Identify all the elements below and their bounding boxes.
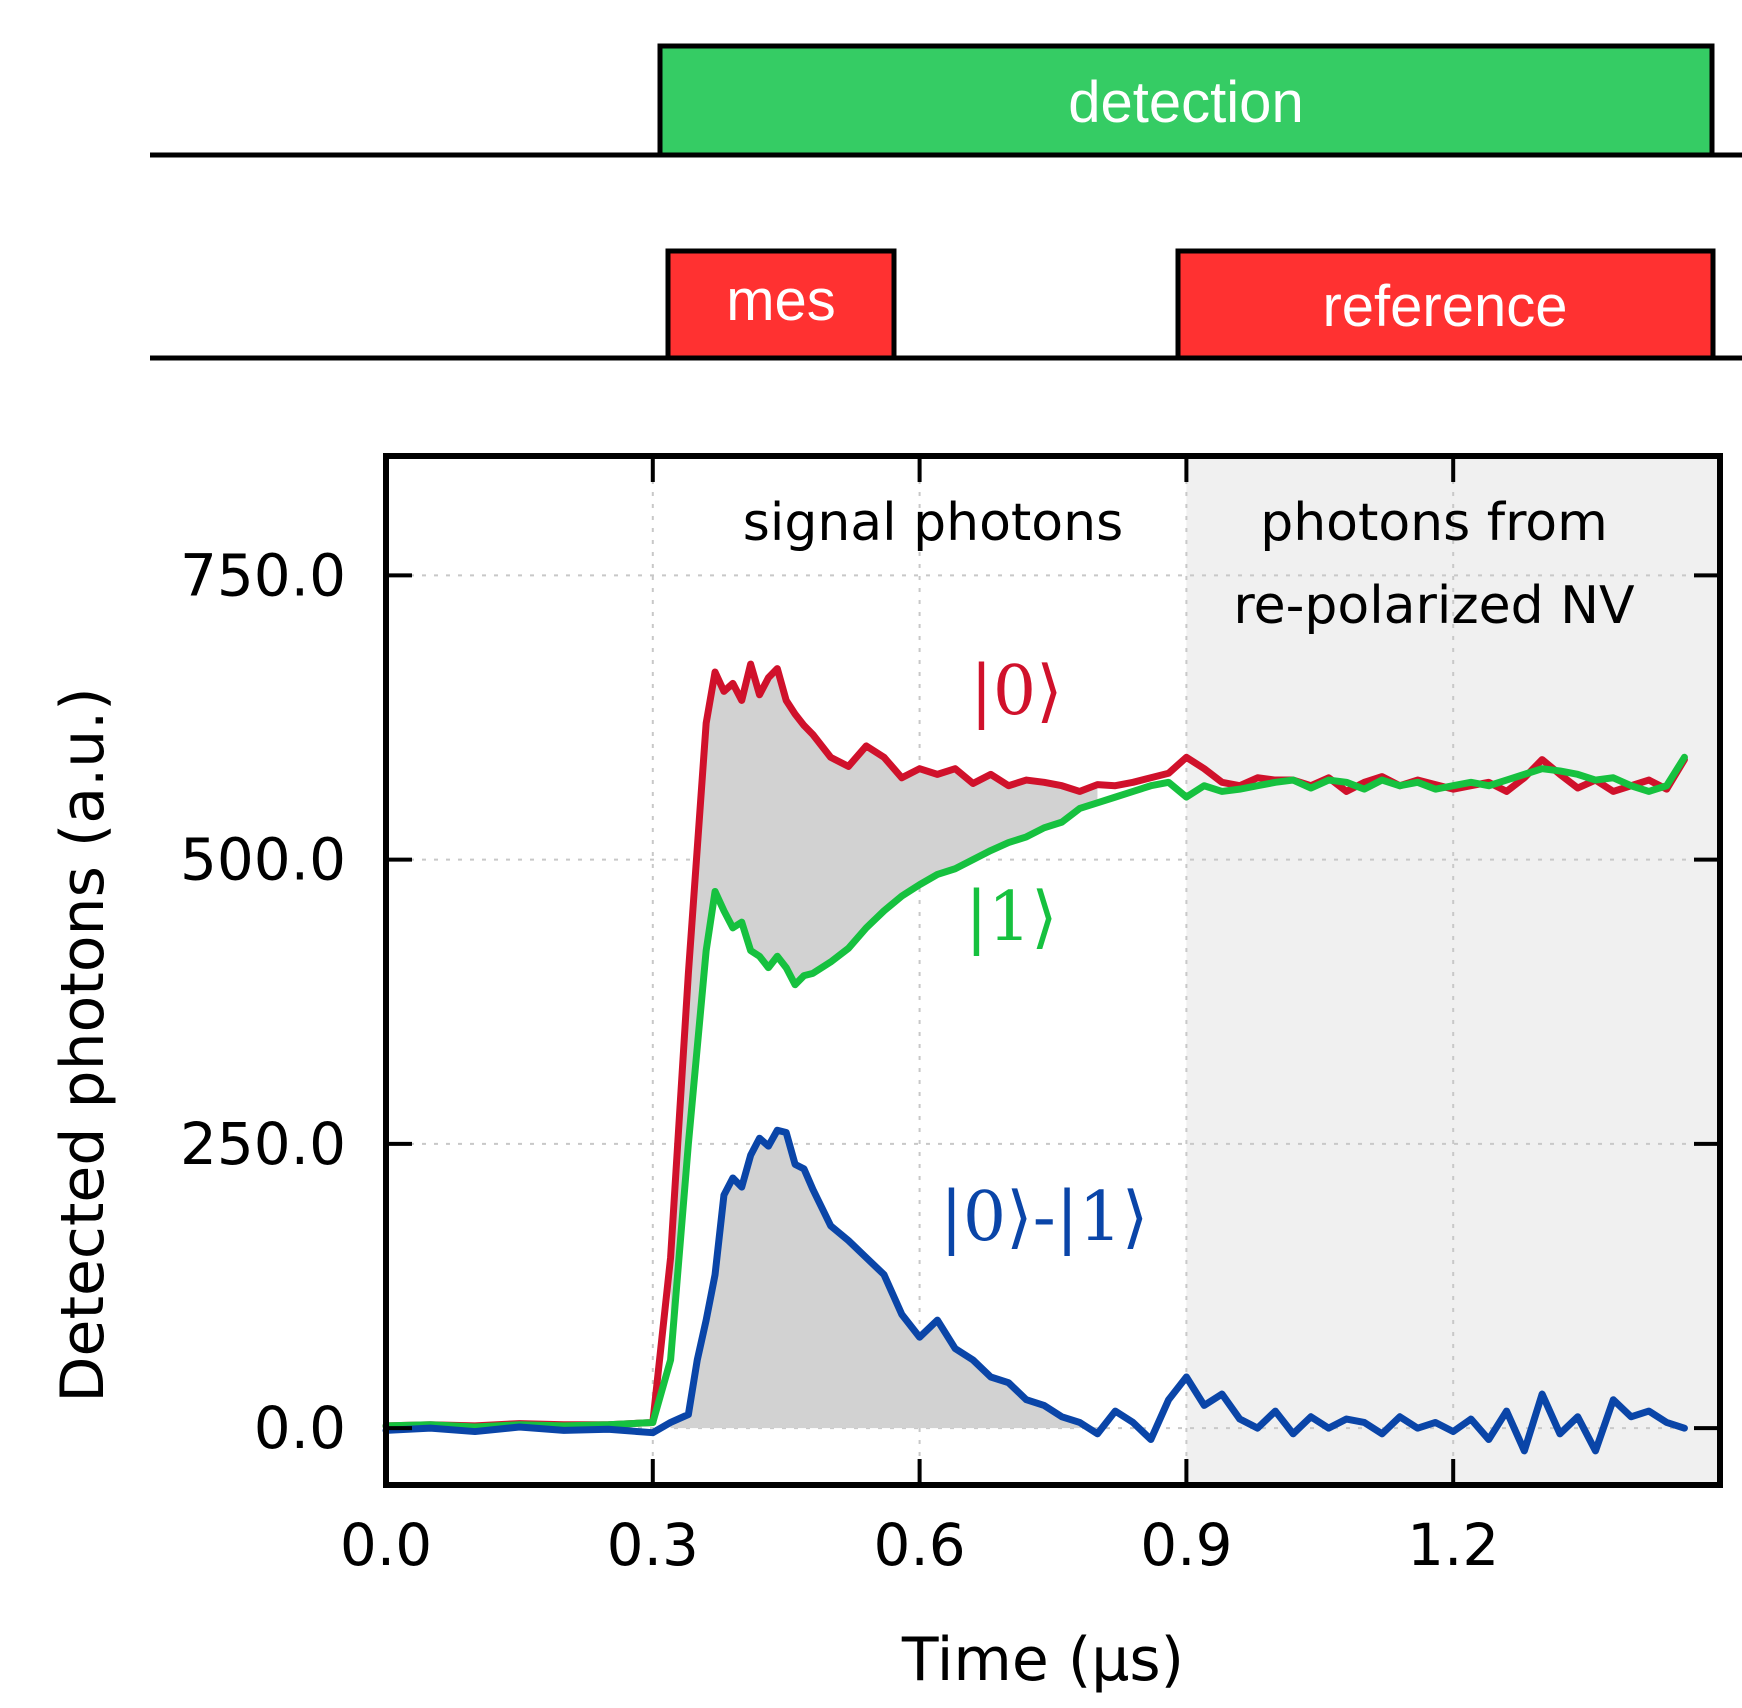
x-tick-label: 0.0 (340, 1511, 432, 1579)
timing-diagram: detection mes reference (150, 43, 1742, 361)
ticks (384, 456, 1720, 1485)
y-tick-label: 500.0 (180, 826, 346, 894)
detection-label: detection (1068, 70, 1303, 135)
x-tick-label: 0.9 (1140, 1511, 1232, 1579)
y-tick-label: 250.0 (180, 1110, 346, 1178)
reference-pulse (1175, 248, 1716, 361)
plot-frame (383, 453, 1723, 1488)
y-tick-label: 750.0 (180, 541, 346, 609)
grid (386, 456, 1720, 1485)
repolarized-label-line2: re-polarized NV (1233, 576, 1635, 636)
mes-label: mes (726, 268, 836, 333)
reference-label: reference (1322, 274, 1567, 339)
x-tick-label: 1.2 (1407, 1511, 1499, 1579)
y-tick-label: 0.0 (254, 1394, 346, 1462)
plot: 0.0 0.3 0.6 0.9 1.2 0.0 250.0 500.0 750.0 signal… (48, 453, 1723, 1695)
x-tick-label: 0.6 (873, 1511, 965, 1579)
y-axis-title: Detected photons (a.u.) (48, 687, 118, 1402)
signal-area-0-1 (670, 664, 1098, 1360)
x-axis-title: Time (μs) (901, 1625, 1184, 1695)
series-layer (382, 660, 1688, 1455)
x-tick-label: 0.3 (607, 1511, 699, 1579)
signal-photons-label: signal photons (743, 493, 1123, 553)
tick-labels: 0.0 0.3 0.6 0.9 1.2 0.0 250.0 500.0 750.0 (180, 541, 1499, 1579)
series-ket-1 (382, 753, 1688, 1431)
ket-diff-label: |0⟩-|1⟩ (940, 1178, 1148, 1257)
repolarized-label-line1: photons from (1260, 493, 1608, 553)
detection-pulse (657, 43, 1715, 158)
series-ket-diff (382, 1126, 1688, 1455)
ket-0-label: |0⟩ (970, 652, 1063, 731)
ket-1-label: |1⟩ (965, 878, 1058, 957)
mes-pulse (665, 248, 897, 361)
